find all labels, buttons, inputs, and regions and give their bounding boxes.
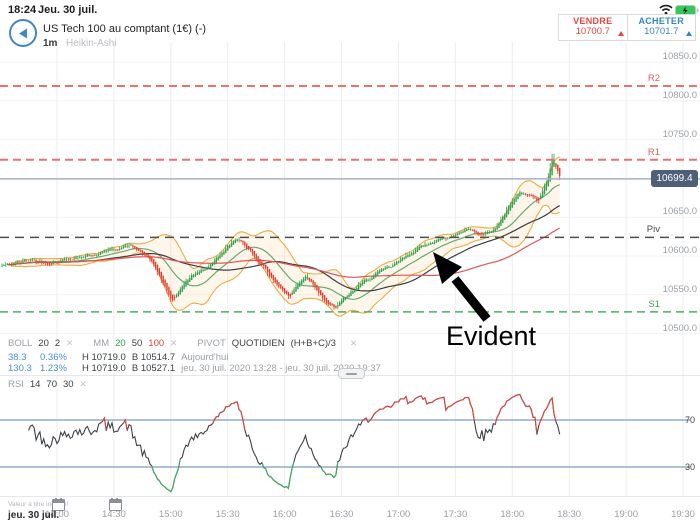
price-axis-label: 10750.0 [662,128,697,140]
trade-ticket: VENDRE 10700.7 ACHETER 10701.7 [558,14,696,41]
rsi-close-icon[interactable]: ✕ [79,379,87,389]
panel-resize-handle[interactable] [338,368,365,379]
status-date: Jeu. 30 juil. [38,4,98,16]
price-axis-label: 10650.0 [662,206,697,218]
mm-close-icon[interactable]: ✕ [170,338,178,348]
buy-label: ACHETER [638,16,685,27]
calendar-icon[interactable] [52,498,65,511]
sell-label: VENDRE [573,16,613,27]
calendar-icon[interactable] [108,498,122,511]
price-axis-label: 10600.0 [662,245,697,256]
back-button[interactable] [9,19,37,47]
time-axis-label: 19:30 [671,509,695,520]
time-axis-label: 16:30 [329,509,354,520]
mm20-period: 20 [115,338,126,349]
candles [1,153,561,310]
indicative-value-disclaimer: Valeur à titre indicatif [8,501,69,508]
rsi-legend-row: RSI 14 70 30 ✕ [8,379,93,390]
pivot-level-label-r1: R1 [647,146,660,158]
mm50-period: 50 [131,338,143,349]
rsi-oversold-param: 30 [63,379,74,390]
value-high: H 10719.0 [82,352,126,363]
pivot-level-label-piv: Piv [646,224,660,236]
value-low: B 10514.7 [131,352,176,363]
indicator-legend-row: BOLL 20 2 ✕ MM 20 50 100 ✕ PIVOT QUOTIDI… [8,338,363,349]
back-arrow-icon [18,28,27,38]
rsi-overbought-param: 70 [46,379,57,390]
value-points: 130.3 [8,363,32,374]
value-points: 38.3 [8,352,27,363]
time-axis-label: 19:00 [614,509,638,520]
last-price-badge: 10699.4 [651,170,698,188]
rsi-oversold-label: 30 [684,462,695,472]
clock: 18:24 [8,4,37,16]
status-bar: 18:24 Jeu. 30 juil. [0,0,700,20]
pivot-level-lines [0,85,700,313]
price-axis-label: 10800.0 [662,89,697,101]
pivot-close-icon[interactable]: ✕ [349,338,358,348]
value-low: B 10527.1 [131,363,176,374]
value-high: H 10719.0 [82,363,126,374]
time-axis-divider [0,496,700,497]
annotation-text: Evident [446,321,537,351]
price-axis-label: 10500.0 [662,322,697,334]
sell-tick-up-icon [617,31,624,36]
time-axis-label: 14:00 [45,509,69,520]
boll-indicator-name[interactable]: BOLL [8,338,33,349]
pivot-values-today-row: 38.3 0.36% H 10719.0 B 10514.7 Aujourd'h… [8,352,234,363]
bollinger-bands [11,156,560,317]
sell-button[interactable]: VENDRE 10700.7 [559,15,628,40]
grid-lines [0,42,700,496]
mm100-period: 100 [148,338,165,349]
instrument-title[interactable]: US Tech 100 au comptant (1€) (-) [43,23,207,35]
price-axis-label: 10850.0 [662,51,697,62]
pivot-level-label-r2: R2 [647,73,660,85]
buy-tick-up-icon [686,31,692,36]
wifi-icon [659,4,673,15]
boll-period: 20 [38,338,49,349]
time-axis-label: 17:00 [386,509,411,520]
timeframe-selector[interactable]: 1m [43,38,58,49]
time-axis-label: 15:00 [158,509,183,520]
annotation-arrow [433,252,491,322]
price-axis-label: 10550.0 [662,283,697,295]
rsi-indicator-name[interactable]: RSI [8,379,24,390]
pivot-values-session-row: 130.3 1.23% H 10719.0 B 10527.1 jeu. 30 … [8,363,387,374]
time-axis-label: 17:30 [443,509,468,520]
time-axis-label: 14:30 [102,509,126,520]
buy-price: 10701.7 [644,26,679,38]
axis-date-label: jeu. 30 juil. [8,510,60,521]
mm-indicator-name[interactable]: MM [93,338,110,349]
rsi-period: 14 [29,379,41,390]
pivot-type: QUOTIDIEN [231,338,285,349]
time-axis-label: 18:30 [557,509,582,520]
value-percent: 1.23% [40,363,67,374]
buy-button[interactable]: ACHETER 10701.7 [628,15,696,40]
moving-averages [7,184,560,300]
value-percent: 0.36% [40,352,67,363]
sell-price: 10700.7 [575,26,610,38]
value-range: Aujourd'hui [181,352,229,363]
pivot-formula: (H+B+C)/3 [290,338,336,349]
rsi-overbought-label: 70 [684,415,695,425]
pivot-level-label-s1: S1 [648,298,660,310]
rsi-panel [0,393,690,493]
boll-close-icon[interactable]: ✕ [66,338,74,348]
pivot-indicator-name[interactable]: PIVOT [197,338,226,349]
time-axis-label: 18:00 [500,509,525,520]
boll-stdev: 2 [54,338,61,349]
chart-style-label[interactable]: Heikin-Ashi [66,38,117,49]
value-range: jeu. 30 juil. 2020 13:28 - jeu. 30 juil.… [181,363,381,374]
time-axis-label: 15:30 [215,509,240,520]
time-axis-label: 16:00 [272,509,297,520]
